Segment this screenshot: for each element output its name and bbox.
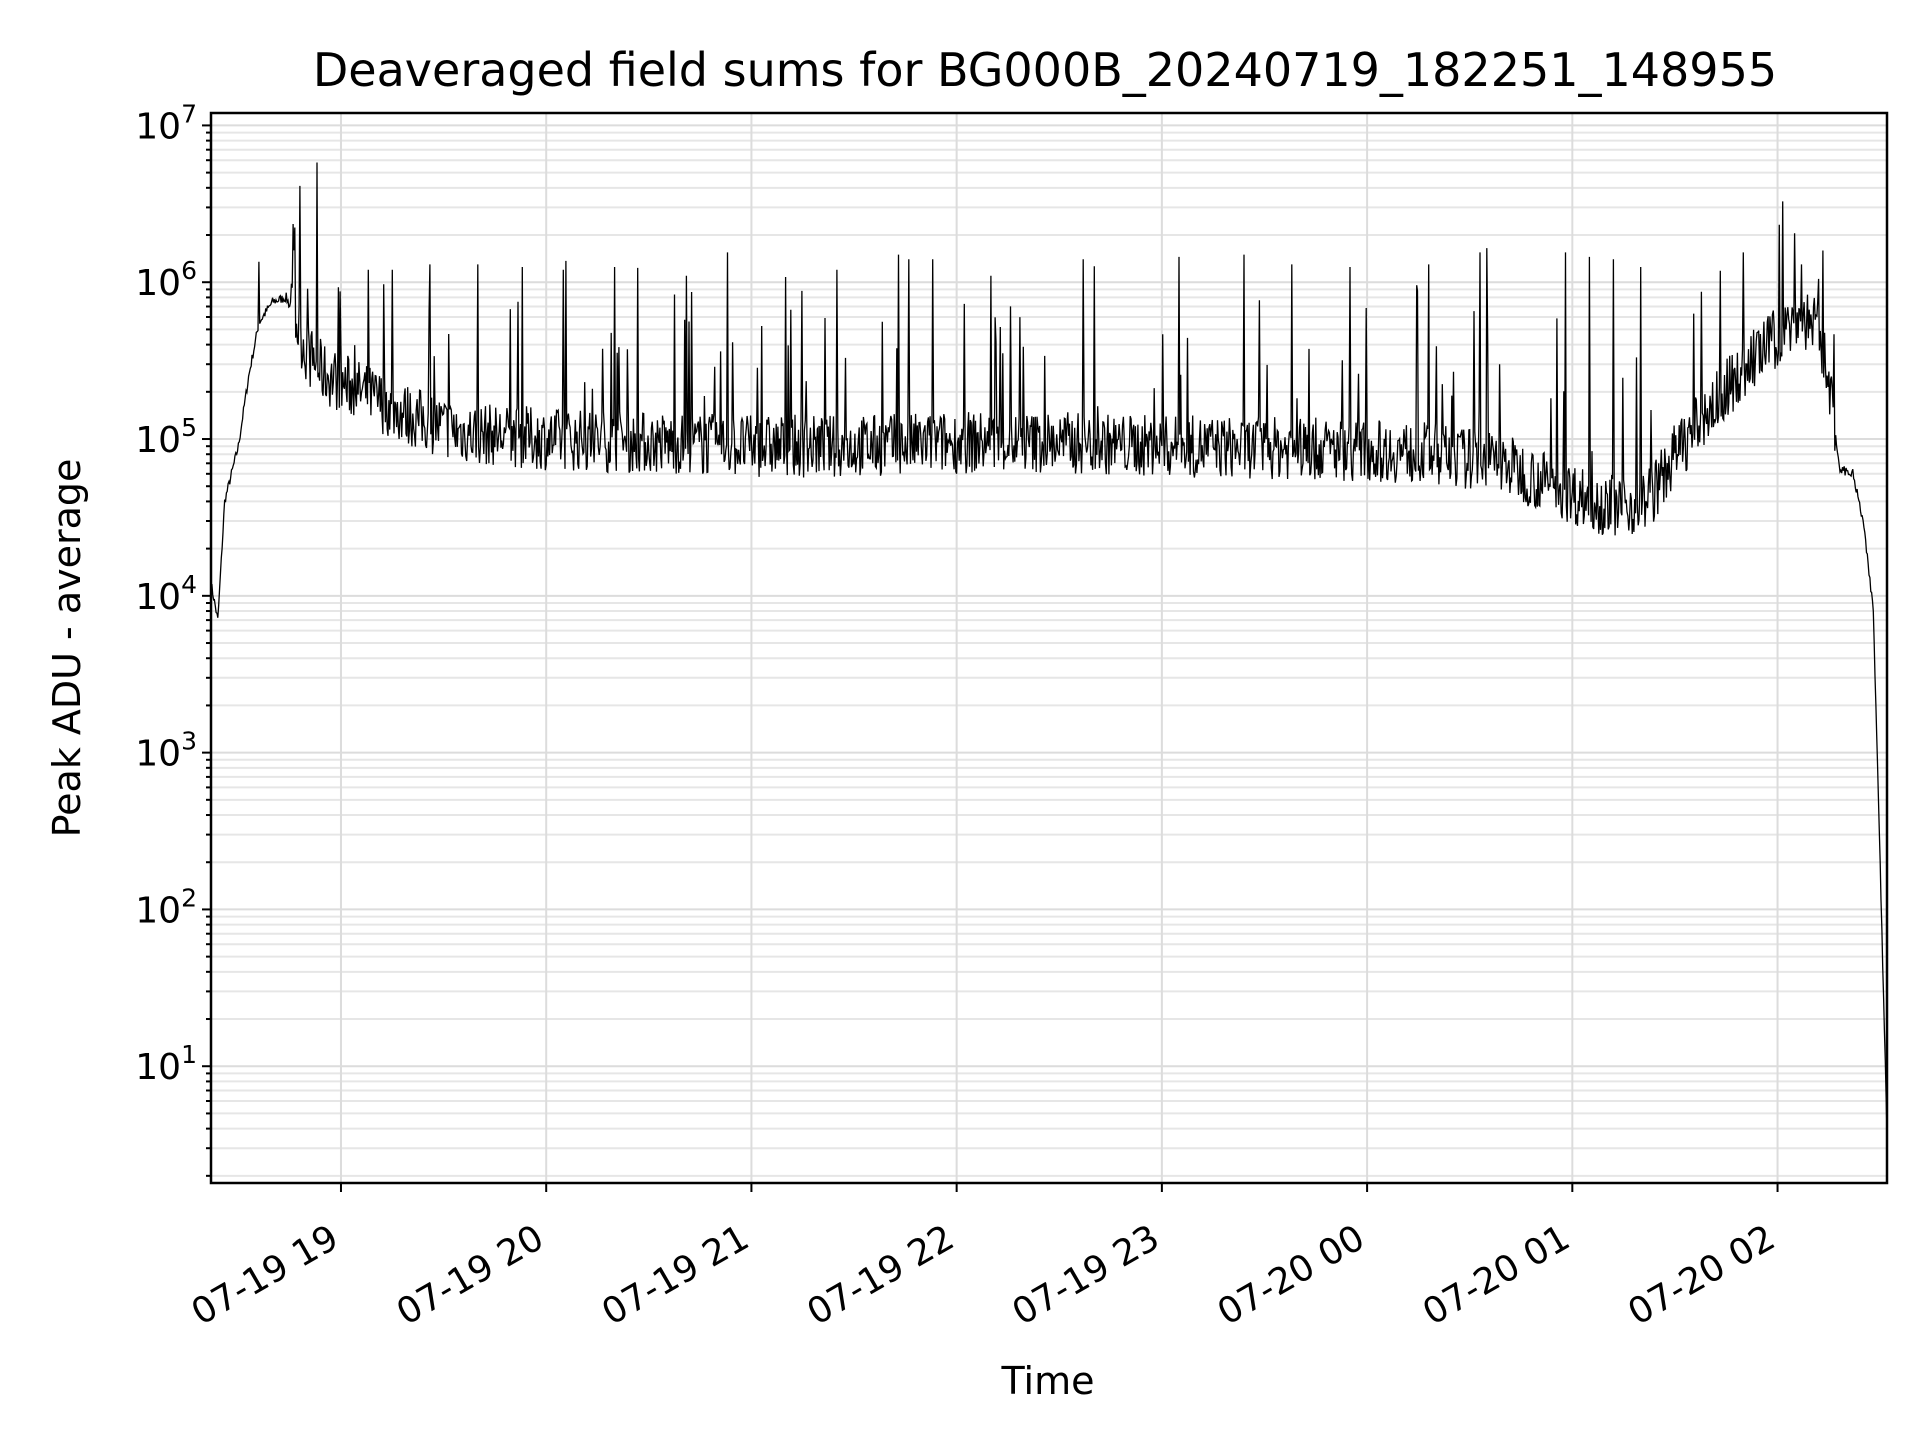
series-line: [210, 162, 1888, 1134]
y-tick-exponent: 4: [181, 570, 197, 599]
y-axis-label: Peak ADU - average: [45, 459, 89, 838]
gridlines: [211, 113, 1887, 1183]
y-tick-exponent: 1: [181, 1040, 197, 1069]
y-tick-exponent: 7: [181, 99, 197, 128]
y-tick-exponent: 6: [181, 256, 197, 285]
y-tick-base: 10: [135, 106, 181, 147]
y-tick-label: 107: [135, 99, 197, 147]
chart-title: Deaveraged field sums for BG000B_2024071…: [313, 43, 1777, 97]
y-tick-base: 10: [135, 577, 181, 618]
plot-frame: [209, 111, 1889, 1185]
series-layer: [210, 162, 1888, 1134]
y-tick-label: 106: [135, 256, 197, 304]
y-tick-label: 104: [135, 570, 197, 618]
y-tick-base: 10: [135, 263, 181, 304]
y-tick-label: 103: [135, 727, 197, 775]
y-tick-base: 10: [135, 420, 181, 461]
y-tick-base: 10: [135, 890, 181, 931]
y-tick-base: 10: [135, 734, 181, 775]
y-tick-exponent: 2: [181, 883, 197, 912]
y-tick-label: 105: [135, 413, 197, 461]
y-tick-label: 102: [135, 883, 197, 931]
y-tick-label: 101: [135, 1040, 197, 1088]
y-tick-base: 10: [135, 1047, 181, 1088]
y-tick-exponent: 5: [181, 413, 197, 442]
y-tick-exponent: 3: [181, 727, 197, 756]
x-axis-label: Time: [1001, 1359, 1095, 1403]
